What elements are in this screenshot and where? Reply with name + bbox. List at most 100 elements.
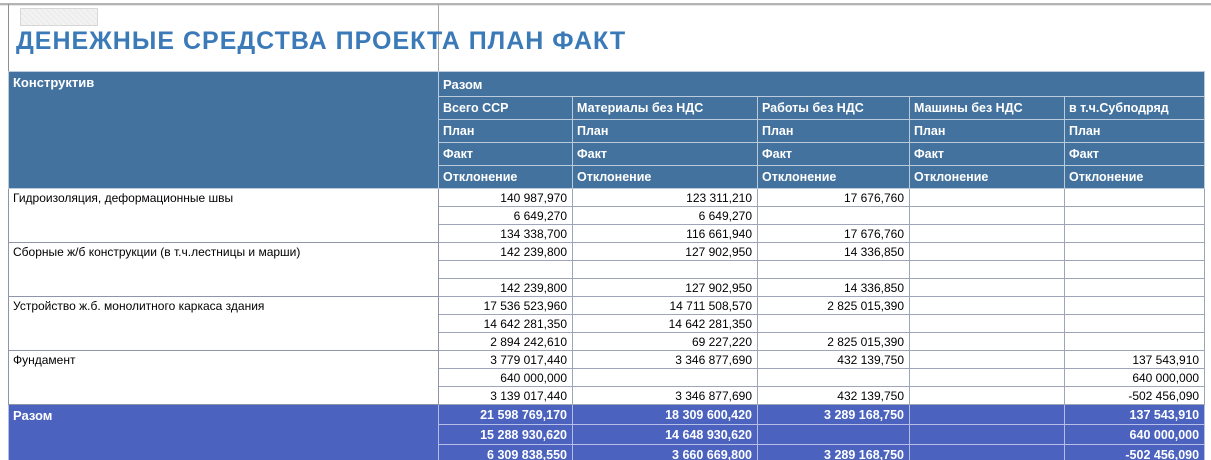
value-cell[interactable] bbox=[572, 260, 758, 279]
value-cell[interactable] bbox=[909, 278, 1065, 297]
row-label[interactable]: Сборные ж/б конструкции (в т.ч.лестницы … bbox=[8, 242, 439, 297]
value-cell[interactable] bbox=[909, 386, 1065, 405]
value-cell[interactable]: 142 239,800 bbox=[438, 278, 573, 297]
value-cell[interactable]: 432 139,750 bbox=[757, 350, 910, 369]
cell-selection-box[interactable] bbox=[20, 8, 98, 26]
value-cell[interactable] bbox=[1063, 314, 1206, 333]
value-cell[interactable]: 3 779 017,440 bbox=[438, 350, 573, 369]
value-cell[interactable]: 14 642 281,350 bbox=[438, 314, 573, 333]
value-cell[interactable]: 3 660 669,800 bbox=[572, 444, 758, 460]
value-cell[interactable]: 14 642 281,350 bbox=[572, 314, 758, 333]
measure-header-plan[interactable]: План bbox=[1063, 119, 1206, 143]
col-header-raboty[interactable]: Работы без НДС bbox=[757, 96, 910, 120]
value-cell[interactable]: 2 825 015,390 bbox=[757, 296, 910, 315]
value-cell[interactable]: 69 227,220 bbox=[572, 332, 758, 351]
value-cell[interactable] bbox=[1063, 278, 1206, 297]
value-cell[interactable] bbox=[757, 368, 910, 387]
measure-header-otklonenie[interactable]: Отклонение bbox=[1063, 165, 1206, 189]
value-cell[interactable] bbox=[909, 404, 1065, 425]
measure-header-fakt[interactable]: Факт bbox=[572, 142, 758, 166]
value-cell[interactable]: 432 139,750 bbox=[757, 386, 910, 405]
value-cell[interactable]: 17 536 523,960 bbox=[438, 296, 573, 315]
measure-header-plan[interactable]: План bbox=[909, 119, 1065, 143]
measure-header-fakt[interactable]: Факт bbox=[909, 142, 1065, 166]
value-cell[interactable] bbox=[757, 260, 910, 279]
value-cell[interactable] bbox=[1063, 224, 1206, 243]
value-cell[interactable] bbox=[1063, 206, 1206, 225]
value-cell[interactable]: -502 456,090 bbox=[1063, 444, 1206, 460]
value-cell[interactable]: 137 543,910 bbox=[1063, 404, 1206, 425]
value-cell[interactable]: 640 000,000 bbox=[438, 368, 573, 387]
value-cell[interactable]: 2 894 242,610 bbox=[438, 332, 573, 351]
value-cell[interactable] bbox=[1063, 242, 1206, 261]
measure-header-fakt[interactable]: Факт bbox=[757, 142, 910, 166]
value-cell[interactable]: 17 676,760 bbox=[757, 188, 910, 207]
value-cell[interactable] bbox=[572, 368, 758, 387]
measure-header-otklonenie[interactable]: Отклонение bbox=[757, 165, 910, 189]
col-header-vsego-ssr[interactable]: Всего ССР bbox=[438, 96, 573, 120]
value-cell[interactable]: 17 676,760 bbox=[757, 224, 910, 243]
col-header-materialy[interactable]: Материалы без НДС bbox=[572, 96, 758, 120]
value-cell[interactable] bbox=[909, 424, 1065, 445]
value-cell[interactable] bbox=[1063, 296, 1206, 315]
value-cell[interactable]: 6 649,270 bbox=[572, 206, 758, 225]
value-cell[interactable]: 127 902,950 bbox=[572, 278, 758, 297]
value-cell[interactable]: 2 825 015,390 bbox=[757, 332, 910, 351]
value-cell[interactable] bbox=[909, 242, 1065, 261]
value-cell[interactable] bbox=[909, 260, 1065, 279]
value-cell[interactable]: 123 311,210 bbox=[572, 188, 758, 207]
value-cell[interactable] bbox=[909, 206, 1065, 225]
value-cell[interactable]: 3 346 877,690 bbox=[572, 350, 758, 369]
col-header-subpodryad[interactable]: в т.ч.Субподряд bbox=[1063, 96, 1206, 120]
value-cell[interactable] bbox=[909, 296, 1065, 315]
row-label[interactable]: Устройство ж.б. монолитного каркаса здан… bbox=[8, 296, 439, 351]
value-cell[interactable] bbox=[909, 314, 1065, 333]
value-cell[interactable] bbox=[757, 314, 910, 333]
corner-header[interactable]: Конструктив bbox=[8, 71, 439, 189]
value-cell[interactable] bbox=[1063, 188, 1206, 207]
measure-header-otklonenie[interactable]: Отклонение bbox=[909, 165, 1065, 189]
measure-header-plan[interactable]: План bbox=[438, 119, 573, 143]
band-header-razom[interactable]: Разом bbox=[437, 71, 1206, 97]
value-cell[interactable] bbox=[757, 206, 910, 225]
row-label[interactable]: Фундамент bbox=[8, 350, 439, 405]
measure-header-plan[interactable]: План bbox=[572, 119, 758, 143]
value-cell[interactable] bbox=[909, 350, 1065, 369]
value-cell[interactable]: 15 288 930,620 bbox=[438, 424, 573, 445]
value-cell[interactable]: 18 309 600,420 bbox=[572, 404, 758, 425]
value-cell[interactable] bbox=[438, 260, 573, 279]
value-cell[interactable]: 3 289 168,750 bbox=[757, 404, 910, 425]
value-cell[interactable]: -502 456,090 bbox=[1063, 386, 1206, 405]
value-cell[interactable]: 134 338,700 bbox=[438, 224, 573, 243]
value-cell[interactable]: 3 346 877,690 bbox=[572, 386, 758, 405]
row-label[interactable]: Гидроизоляция, деформационные швы bbox=[8, 188, 439, 243]
value-cell[interactable]: 640 000,000 bbox=[1063, 368, 1206, 387]
value-cell[interactable]: 21 598 769,170 bbox=[438, 404, 573, 425]
value-cell[interactable] bbox=[909, 188, 1065, 207]
value-cell[interactable]: 116 661,940 bbox=[572, 224, 758, 243]
value-cell[interactable]: 127 902,950 bbox=[572, 242, 758, 261]
value-cell[interactable]: 14 711 508,570 bbox=[572, 296, 758, 315]
value-cell[interactable] bbox=[757, 424, 910, 445]
value-cell[interactable] bbox=[909, 224, 1065, 243]
measure-header-otklonenie[interactable]: Отклонение bbox=[572, 165, 758, 189]
value-cell[interactable]: 6 649,270 bbox=[438, 206, 573, 225]
value-cell[interactable]: 3 289 168,750 bbox=[757, 444, 910, 460]
value-cell[interactable]: 142 239,800 bbox=[438, 242, 573, 261]
value-cell[interactable]: 640 000,000 bbox=[1063, 424, 1206, 445]
total-row-label[interactable]: Разом bbox=[8, 404, 439, 460]
value-cell[interactable] bbox=[909, 444, 1065, 460]
measure-header-otklonenie[interactable]: Отклонение bbox=[438, 165, 573, 189]
value-cell[interactable] bbox=[909, 368, 1065, 387]
measure-header-fakt[interactable]: Факт bbox=[438, 142, 573, 166]
value-cell[interactable]: 14 648 930,620 bbox=[572, 424, 758, 445]
measure-header-fakt[interactable]: Факт bbox=[1063, 142, 1206, 166]
value-cell[interactable]: 6 309 838,550 bbox=[438, 444, 573, 460]
value-cell[interactable]: 137 543,910 bbox=[1063, 350, 1206, 369]
value-cell[interactable] bbox=[1063, 260, 1206, 279]
value-cell[interactable]: 3 139 017,440 bbox=[438, 386, 573, 405]
value-cell[interactable] bbox=[909, 332, 1065, 351]
value-cell[interactable]: 140 987,970 bbox=[438, 188, 573, 207]
value-cell[interactable]: 14 336,850 bbox=[757, 278, 910, 297]
col-header-mashiny[interactable]: Машины без НДС bbox=[909, 96, 1065, 120]
